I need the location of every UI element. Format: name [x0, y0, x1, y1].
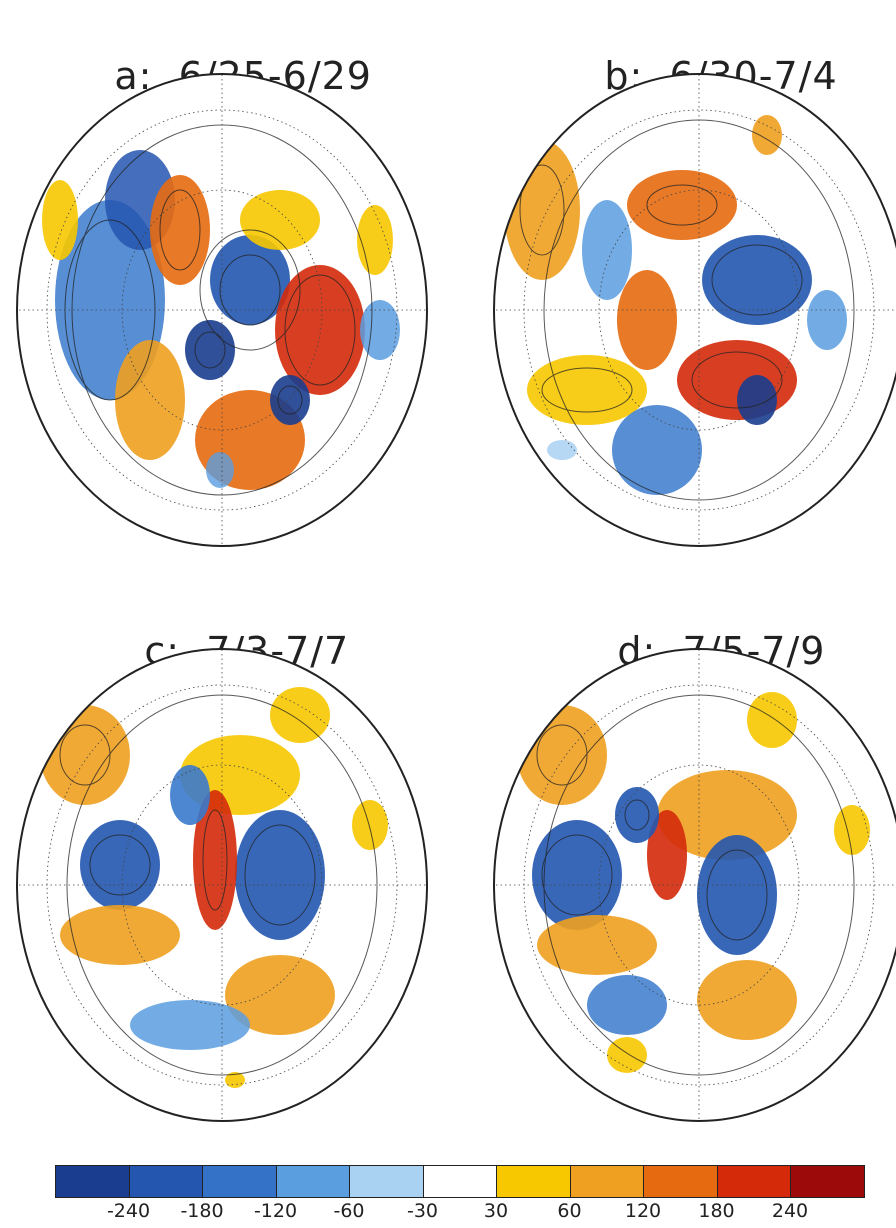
colorbar-swatch — [275, 1165, 351, 1198]
anomaly-blob — [270, 687, 330, 743]
anomaly-blob — [275, 265, 365, 395]
anomaly-blob — [807, 290, 847, 350]
anomaly-blob — [547, 440, 577, 460]
colorbar-tick-label: 60 — [557, 1200, 582, 1222]
anomaly-blob — [615, 787, 659, 843]
colorbar-swatch — [790, 1165, 865, 1198]
anomaly-blob — [352, 800, 388, 850]
anomaly-blob — [60, 905, 180, 965]
colorbar-swatch — [128, 1165, 204, 1198]
anomaly-blob — [537, 915, 657, 975]
anomaly-blob — [627, 170, 737, 240]
colorbar-swatch — [422, 1165, 498, 1198]
panel-b-map — [493, 73, 896, 547]
colorbar-tick-label: -120 — [253, 1200, 298, 1222]
anomaly-blob — [737, 375, 777, 425]
anomaly-blob — [752, 115, 782, 155]
anomaly-blob — [587, 975, 667, 1035]
anomaly-blob — [150, 175, 210, 285]
anomaly-blob — [42, 180, 78, 260]
anomaly-blob — [225, 1072, 245, 1088]
colorbar-tick-label: -60 — [333, 1200, 365, 1222]
anomaly-blob — [80, 820, 160, 910]
anomaly-blob — [617, 270, 677, 370]
anomaly-blob — [193, 790, 237, 930]
panel-d-map — [493, 648, 896, 1122]
anomaly-blob — [206, 452, 234, 488]
anomaly-blob — [527, 355, 647, 425]
anomaly-blob — [185, 320, 235, 380]
anomaly-blob — [357, 205, 393, 275]
anomaly-blob — [697, 960, 797, 1040]
anomaly-blob — [834, 805, 870, 855]
anomaly-blob — [582, 200, 632, 300]
anomaly-blob — [170, 765, 210, 825]
colorbar-tick-label: -240 — [106, 1200, 151, 1222]
anomaly-blob — [240, 190, 320, 250]
anomaly-blob — [270, 375, 310, 425]
anomaly-blob — [504, 140, 580, 280]
colorbar-swatch — [643, 1165, 718, 1198]
anomaly-blob — [130, 1000, 250, 1050]
colorbar-tick-label: 180 — [698, 1200, 735, 1222]
panel-c-map — [16, 648, 428, 1122]
colorbar-tick-label: 240 — [771, 1200, 809, 1222]
anomaly-blob — [517, 705, 607, 805]
colorbar-swatch — [569, 1165, 645, 1198]
anomaly-blob — [702, 235, 812, 325]
anomaly-blob — [115, 340, 185, 460]
anomaly-blob — [210, 235, 290, 325]
colorbar-swatch — [55, 1165, 130, 1198]
colorbar-tick-label: 30 — [483, 1200, 509, 1222]
anomaly-blob — [532, 820, 622, 930]
colorbar-swatch — [716, 1165, 792, 1198]
anomaly-blob — [235, 810, 325, 940]
colorbar-tick-label: -30 — [406, 1200, 439, 1222]
colorbar-tick-label: 120 — [624, 1200, 662, 1222]
anomaly-blob — [647, 810, 687, 900]
colorbar-swatch — [202, 1165, 277, 1198]
panel-a-map — [16, 73, 428, 547]
anomaly-blob — [657, 770, 797, 860]
colorbar-swatch — [349, 1165, 424, 1198]
colorbar-swatch — [496, 1165, 571, 1198]
anomaly-blob — [747, 692, 797, 748]
anomaly-blob — [360, 300, 400, 360]
colorbar-tick-label: -180 — [180, 1200, 224, 1222]
anomaly-blob — [225, 955, 335, 1035]
anomaly-blob — [40, 705, 130, 805]
anomaly-blob — [697, 835, 777, 955]
anomaly-blob — [612, 405, 702, 495]
